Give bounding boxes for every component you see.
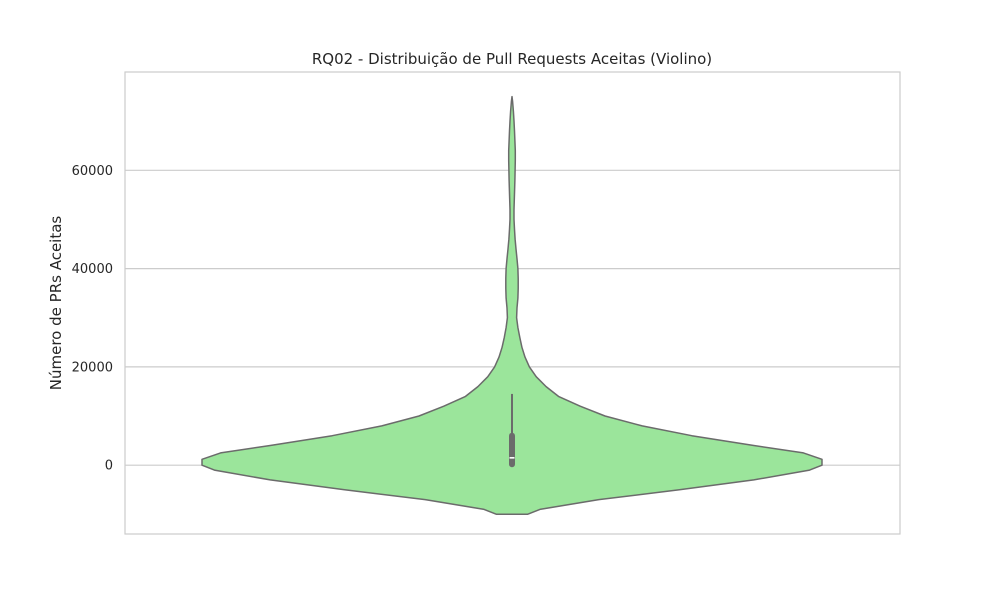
y-tick-label: 0 — [105, 459, 113, 474]
violin-group — [201, 95, 823, 516]
chart-title: RQ02 - Distribuição de Pull Requests Ace… — [312, 50, 712, 68]
y-axis-label: Número de PRs Aceitas — [47, 216, 65, 391]
plot-frame — [124, 71, 901, 535]
inner-box — [509, 393, 515, 468]
y-tick-label: 20000 — [72, 360, 113, 375]
y-tick-label: 60000 — [72, 164, 113, 179]
violin-body — [201, 95, 823, 516]
y-tick-label: 40000 — [72, 262, 113, 277]
y-tick-labels: 0 20000 40000 60000 — [72, 164, 113, 474]
